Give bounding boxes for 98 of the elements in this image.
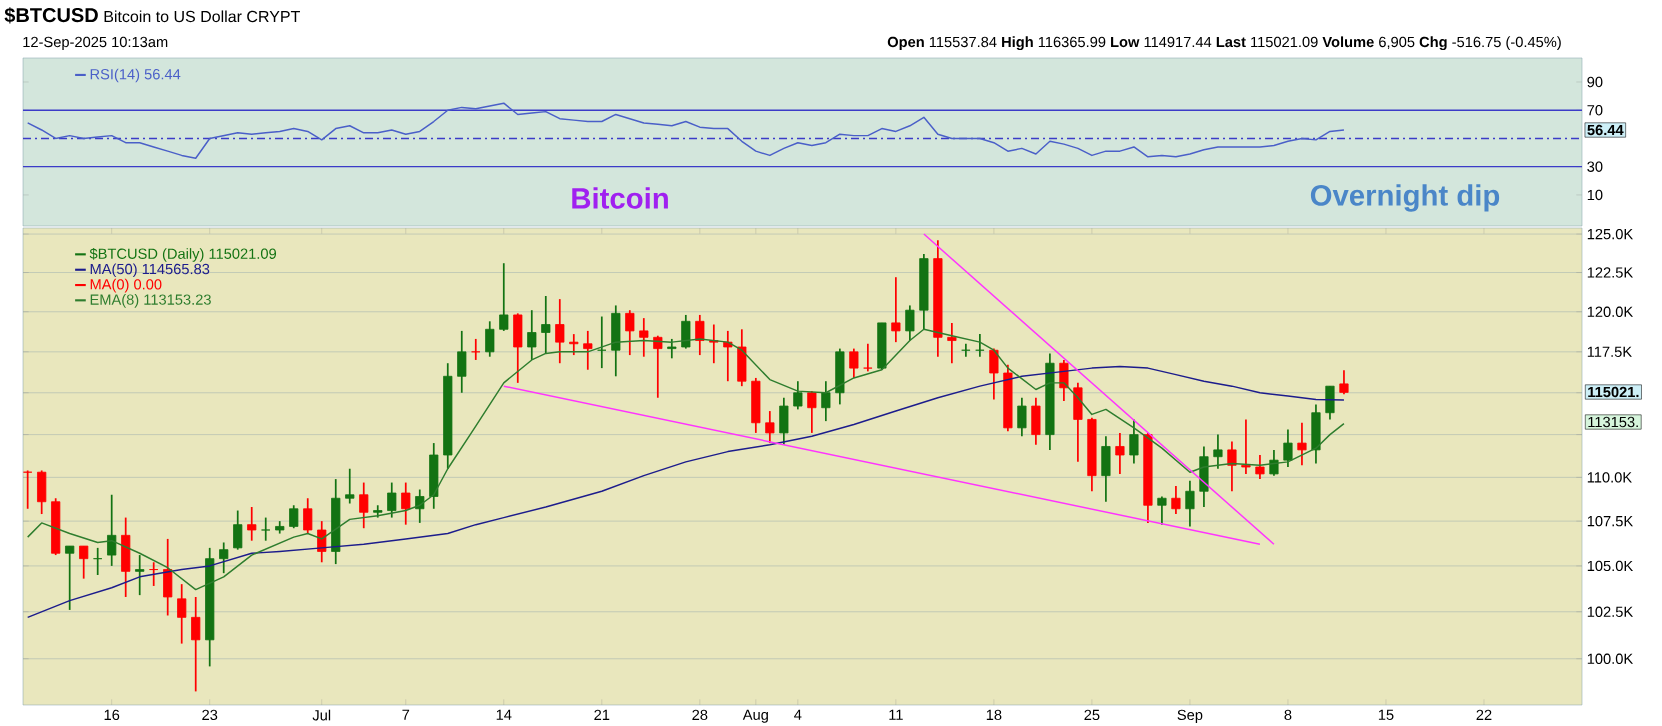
y-tick-label: 10: [1587, 189, 1603, 201]
y-tick-label: 107.5K: [1587, 515, 1634, 527]
x-tick-label: 18: [986, 709, 1002, 721]
y-tick-label: 105.0K: [1587, 560, 1634, 572]
x-tick-label: Sep: [1177, 709, 1203, 723]
candlestick: [1129, 418, 1139, 465]
candlestick: [79, 545, 89, 580]
y-tick-label: 102.5K: [1587, 606, 1634, 617]
x-tick-label: 14: [496, 709, 512, 720]
candlestick: [499, 262, 509, 332]
candlestick: [177, 583, 187, 645]
candlestick: [849, 347, 859, 379]
candlestick: [415, 488, 425, 524]
candlestick: [667, 338, 677, 360]
candlestick: [1241, 418, 1251, 475]
candlestick: [1283, 428, 1293, 468]
x-tick-label: 8: [1284, 709, 1292, 721]
candlestick: [541, 295, 551, 355]
x-tick-label: 7: [402, 709, 410, 720]
candlestick: [891, 276, 901, 344]
candlestick: [905, 304, 915, 342]
y-tick-label: 110.0K: [1587, 472, 1632, 483]
x-tick-label: 23: [202, 709, 218, 721]
candlestick: [527, 309, 537, 361]
x-tick-label: 22: [1476, 709, 1492, 720]
candlestick: [1297, 421, 1307, 467]
candlestick: [1017, 396, 1027, 438]
candlestick: [261, 516, 271, 542]
candlestick: [723, 330, 733, 383]
chart-subtitle: Bitcoin to US Dollar CRYPT: [104, 10, 300, 23]
candlestick: [387, 481, 397, 519]
y-tick-label: 70: [1587, 105, 1603, 116]
text: 12-Sep-2025 10:13am: [23, 36, 168, 51]
candlestick: [653, 334, 663, 399]
x-tick-label: 4: [794, 709, 802, 720]
legend-label: $BTCUSD (Daily) 115021.09: [89, 247, 277, 262]
y-tick-label: 30: [1587, 161, 1603, 172]
legend-label: MA(0) 0.00: [90, 278, 162, 293]
candlestick: [989, 347, 999, 401]
candlestick: [1213, 433, 1223, 470]
y-tick-label: 122.5K: [1587, 267, 1634, 278]
annotation: Bitcoin: [572, 187, 668, 209]
candlestick: [303, 497, 313, 535]
candlestick: [1269, 449, 1279, 477]
candlestick: [947, 322, 957, 365]
candlestick: [1115, 432, 1125, 475]
candlestick: [639, 317, 649, 358]
candlestick: [359, 481, 369, 530]
text: 113153.: [1588, 416, 1638, 428]
candlestick: [107, 493, 117, 567]
candlestick: [863, 342, 873, 373]
text: 115021.: [1588, 386, 1639, 398]
legend-label: RSI(14) 56.44: [90, 68, 181, 83]
candlestick: [1227, 440, 1237, 493]
candlestick: [765, 410, 775, 444]
candlestick: [135, 554, 145, 596]
candlestick: [1339, 369, 1349, 396]
candlestick: [821, 380, 831, 422]
annotation: Overnight dip: [1310, 184, 1500, 212]
candlestick: [1157, 495, 1167, 526]
x-tick-label: 16: [104, 709, 120, 721]
y-tick-label: 120.0K: [1587, 306, 1634, 317]
candlestick: [247, 506, 257, 542]
x-tick-label: 15: [1378, 709, 1394, 720]
candlestick: [569, 333, 579, 356]
candlestick: [65, 545, 75, 611]
candlestick: [219, 541, 229, 575]
candlestick: [1255, 454, 1265, 480]
candlestick: [485, 320, 495, 358]
y-tick-label: 100.0K: [1587, 653, 1634, 664]
candlestick: [625, 309, 635, 356]
x-tick-label: 25: [1084, 709, 1100, 721]
y-tick-label: 125.0K: [1587, 228, 1634, 240]
line-series: [26, 365, 1345, 619]
legend-label: MA(50) 114565.83: [90, 263, 210, 278]
text: Open 115537.84 High 116365.99 Low 114917.44 Last 115021.09 Volume 6,905 Chg -516.75 (-0.45%): [887, 36, 1561, 51]
candlestick: [1185, 479, 1195, 528]
x-tick-label: Aug: [742, 709, 768, 723]
candlestick: [233, 509, 243, 551]
candlestick: [1171, 485, 1181, 515]
x-tick-label: 21: [594, 709, 610, 720]
x-tick-label: Jul: [312, 709, 331, 721]
y-tick-label: 90: [1587, 76, 1603, 88]
candlestick: [289, 504, 299, 530]
candlestick: [401, 481, 411, 526]
legend-label: EMA(8) 113153.23: [90, 294, 211, 308]
candlestick: [345, 467, 355, 505]
y-tick-label: 117.5K: [1587, 346, 1632, 357]
x-tick-label: 28: [692, 709, 708, 721]
annotation: 56.44: [1587, 124, 1624, 136]
x-tick-label: 11: [889, 709, 903, 720]
candlestick: [555, 298, 565, 365]
candlestick: [793, 380, 803, 411]
candlestick: [191, 596, 201, 693]
candlestick: [807, 390, 817, 434]
chart-title: $BTCUSD: [4, 7, 98, 24]
candlestick: [583, 330, 593, 371]
candlestick: [695, 314, 705, 356]
